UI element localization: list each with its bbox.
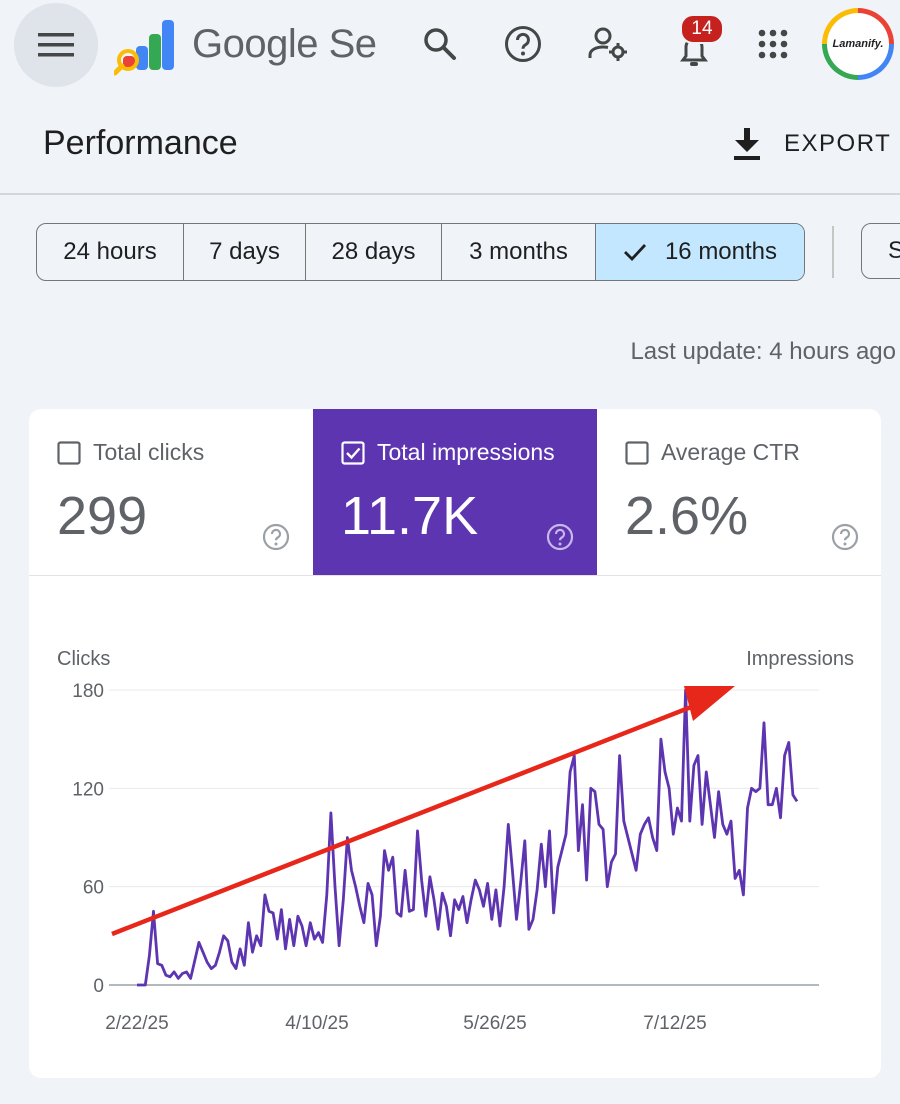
- metric-label: Total clicks: [93, 439, 205, 465]
- chip-28-days[interactable]: 28 days: [306, 224, 442, 280]
- chip-label: 3 months: [469, 238, 568, 265]
- search-icon: [424, 28, 456, 60]
- metric-tabs: Total clicks 299 Total impressions 11.7K: [29, 409, 881, 576]
- x-tick-label: 5/26/25: [463, 1013, 526, 1034]
- y-tick-label: 120: [72, 779, 104, 800]
- help-icon: [505, 26, 541, 62]
- search-console-logo: [114, 20, 174, 76]
- account-avatar[interactable]: Lamanify.: [822, 8, 894, 80]
- menu-icon: [38, 33, 74, 57]
- left-axis-label: Clicks: [57, 648, 110, 670]
- x-tick-labels: 2/22/25 4/10/25 5/26/25 7/12/25: [105, 1013, 706, 1034]
- date-range-selector: 24 hours 7 days 28 days 3 months 16 mont…: [36, 223, 805, 281]
- y-tick-label: 0: [93, 976, 104, 997]
- main-menu-button[interactable]: [14, 3, 98, 87]
- last-update-text: Last update: 4 hours ago: [630, 338, 896, 365]
- series-line: [137, 688, 799, 987]
- avatar-text: Lamanify.: [827, 13, 889, 75]
- chip-label: 28 days: [331, 238, 416, 265]
- metric-label: Average CTR: [661, 439, 800, 465]
- metric-label: Total impressions: [377, 439, 555, 465]
- product-name[interactable]: Google Search Console: [192, 22, 378, 66]
- metric-average-ctr[interactable]: Average CTR 2.6%: [597, 409, 881, 575]
- y-tick-label: 60: [83, 878, 104, 899]
- checkbox-unchecked-icon[interactable]: [625, 440, 649, 465]
- chip-label: 24 hours: [63, 238, 157, 265]
- y-tick-labels: 0 60 120 180: [72, 681, 104, 997]
- help-button[interactable]: [503, 24, 543, 64]
- checkbox-checked-icon[interactable]: [341, 440, 365, 465]
- trend-arrow-line: [111, 697, 710, 937]
- chip-24-hours[interactable]: 24 hours: [37, 224, 184, 280]
- notification-count-badge: 14: [680, 14, 724, 44]
- chips-separator: [832, 226, 834, 278]
- metric-value: 299: [57, 486, 148, 546]
- help-icon[interactable]: [546, 523, 574, 551]
- chip-label: 7 days: [209, 238, 280, 265]
- page-title: Performance: [43, 124, 238, 162]
- metric-value: 2.6%: [625, 486, 749, 546]
- header-divider: [0, 193, 900, 195]
- chip-16-months[interactable]: 16 months: [596, 224, 804, 280]
- x-tick-label: 7/12/25: [643, 1013, 706, 1034]
- chip-label: 16 months: [664, 238, 778, 265]
- series-lines: [137, 688, 799, 987]
- checkbox-unchecked-icon[interactable]: [57, 440, 81, 465]
- help-icon[interactable]: [262, 523, 290, 551]
- help-icon[interactable]: [831, 523, 859, 551]
- x-tick-label: 2/22/25: [105, 1013, 168, 1034]
- performance-card: Total clicks 299 Total impressions 11.7K: [29, 409, 881, 1078]
- chip-3-months[interactable]: 3 months: [442, 224, 596, 280]
- metric-total-clicks[interactable]: Total clicks 299: [29, 409, 313, 575]
- trend-annotation: [111, 686, 735, 937]
- metric-total-impressions[interactable]: Total impressions 11.7K: [313, 409, 597, 575]
- grid-lines: [109, 689, 819, 986]
- check-icon: [623, 242, 647, 262]
- download-icon: [734, 128, 760, 160]
- export-label: EXPORT: [784, 130, 892, 157]
- performance-chart: Clicks Impressions 0 60 120 180 2/22/25 4/10…: [57, 648, 854, 1034]
- apps-icon: [758, 29, 788, 59]
- right-axis-label: Impressions: [746, 648, 854, 670]
- chip-7-days[interactable]: 7 days: [184, 224, 306, 280]
- manage-users-button[interactable]: [588, 24, 628, 64]
- export-button[interactable]: EXPORT: [732, 124, 891, 164]
- trend-arrow-head: [684, 686, 735, 721]
- compare-chip[interactable]: S: [861, 223, 900, 279]
- metric-value: 11.7K: [341, 486, 479, 546]
- x-tick-label: 4/10/25: [285, 1013, 348, 1034]
- search-button[interactable]: [420, 24, 460, 64]
- y-tick-label: 180: [72, 681, 104, 702]
- apps-button[interactable]: [753, 24, 793, 64]
- manage-users-icon: [588, 27, 627, 61]
